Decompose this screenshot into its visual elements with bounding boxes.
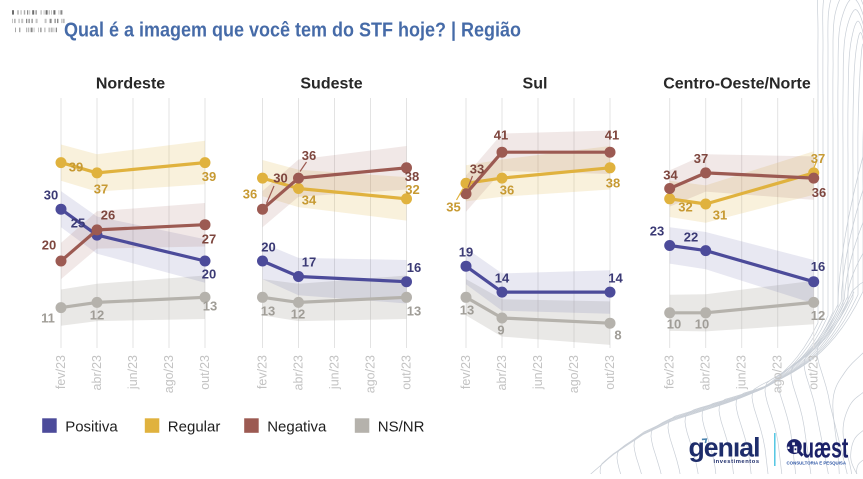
svg-text:jun/23: jun/23 (126, 355, 140, 390)
svg-text:ago/23: ago/23 (162, 355, 176, 393)
svg-text:32: 32 (678, 200, 692, 215)
svg-text:30: 30 (44, 188, 58, 203)
svg-text:13: 13 (460, 303, 474, 318)
svg-text:Qual é a imagem que você tem d: Qual é a imagem que você tem do STF hoje… (64, 19, 521, 42)
svg-text:37: 37 (94, 182, 108, 197)
svg-text:35: 35 (446, 200, 460, 215)
svg-text:19: 19 (459, 245, 473, 260)
svg-text:17: 17 (302, 255, 316, 270)
svg-text:investimentos: investimentos (714, 459, 760, 465)
svg-text:abr/23: abr/23 (90, 355, 104, 390)
svg-text:Regular: Regular (168, 418, 221, 435)
svg-text:fev/23: fev/23 (54, 355, 68, 389)
svg-text:12: 12 (90, 308, 104, 323)
svg-text:37: 37 (811, 151, 825, 166)
svg-text:Sudeste: Sudeste (300, 76, 362, 93)
svg-text:13: 13 (261, 304, 275, 319)
svg-text:fev/23: fev/23 (459, 355, 473, 389)
svg-text:jun/23: jun/23 (531, 355, 545, 390)
svg-text:ago/23: ago/23 (567, 355, 581, 393)
svg-text:NS/NR: NS/NR (378, 418, 425, 435)
svg-text:abr/23: abr/23 (495, 355, 509, 390)
svg-text:41: 41 (494, 128, 508, 143)
svg-text:20: 20 (261, 240, 275, 255)
svg-text:genıal: genıal (689, 433, 760, 463)
svg-text:11: 11 (41, 311, 55, 326)
svg-text:37: 37 (694, 151, 708, 166)
svg-text:41: 41 (605, 128, 619, 143)
svg-text:Sul: Sul (523, 76, 548, 93)
svg-text:38: 38 (606, 176, 620, 191)
svg-text:36: 36 (243, 187, 257, 202)
svg-text:Nordeste: Nordeste (96, 76, 165, 93)
svg-text:30: 30 (273, 171, 287, 186)
svg-text:Positiva: Positiva (65, 418, 118, 435)
svg-text:out/23: out/23 (807, 355, 821, 390)
svg-text:33: 33 (470, 162, 484, 177)
svg-text:out/23: out/23 (400, 355, 414, 390)
svg-text:36: 36 (812, 185, 826, 200)
svg-text:uæst: uæst (802, 432, 848, 464)
svg-text:34: 34 (302, 193, 317, 208)
svg-text:abr/23: abr/23 (699, 355, 713, 390)
svg-text:jun/23: jun/23 (735, 355, 749, 390)
svg-text:36: 36 (500, 183, 514, 198)
svg-text:Centro-Oeste/Norte: Centro-Oeste/Norte (663, 76, 811, 93)
svg-text:38: 38 (405, 169, 419, 184)
svg-text:ago/23: ago/23 (364, 355, 378, 393)
svg-text:ago/23: ago/23 (771, 355, 785, 393)
svg-text:22: 22 (684, 230, 698, 245)
svg-text:16: 16 (811, 259, 825, 274)
svg-text:Negativa: Negativa (267, 418, 327, 435)
svg-text:20: 20 (42, 238, 56, 253)
svg-text:abr/23: abr/23 (292, 355, 306, 390)
svg-text:13: 13 (203, 299, 217, 314)
svg-text:CONSULTORIA E PESQUISA: CONSULTORIA E PESQUISA (787, 460, 847, 466)
svg-text:25: 25 (71, 216, 85, 231)
svg-text:out/23: out/23 (603, 355, 617, 390)
svg-text:16: 16 (407, 260, 421, 275)
svg-text:fev/23: fev/23 (663, 355, 677, 389)
svg-text:9: 9 (497, 323, 504, 338)
svg-text:32: 32 (405, 182, 419, 197)
svg-text:36: 36 (302, 148, 316, 163)
svg-text:out/23: out/23 (198, 355, 212, 390)
svg-text:14: 14 (608, 271, 623, 286)
svg-text:23: 23 (650, 224, 664, 239)
svg-text:12: 12 (291, 307, 305, 322)
svg-text:13: 13 (407, 304, 421, 319)
svg-text:10: 10 (667, 317, 681, 332)
svg-text:10: 10 (695, 317, 709, 332)
svg-text:fev/23: fev/23 (256, 355, 270, 389)
svg-text:26: 26 (101, 208, 115, 223)
svg-text:14: 14 (495, 271, 510, 286)
svg-text:39: 39 (202, 169, 216, 184)
svg-text:27: 27 (202, 232, 216, 247)
svg-text:31: 31 (713, 208, 727, 223)
svg-text:39: 39 (69, 160, 83, 175)
svg-text:8: 8 (614, 328, 621, 343)
svg-text:jun/23: jun/23 (328, 355, 342, 390)
svg-text:34: 34 (663, 168, 678, 183)
svg-text:20: 20 (202, 267, 216, 282)
svg-text:12: 12 (811, 308, 825, 323)
